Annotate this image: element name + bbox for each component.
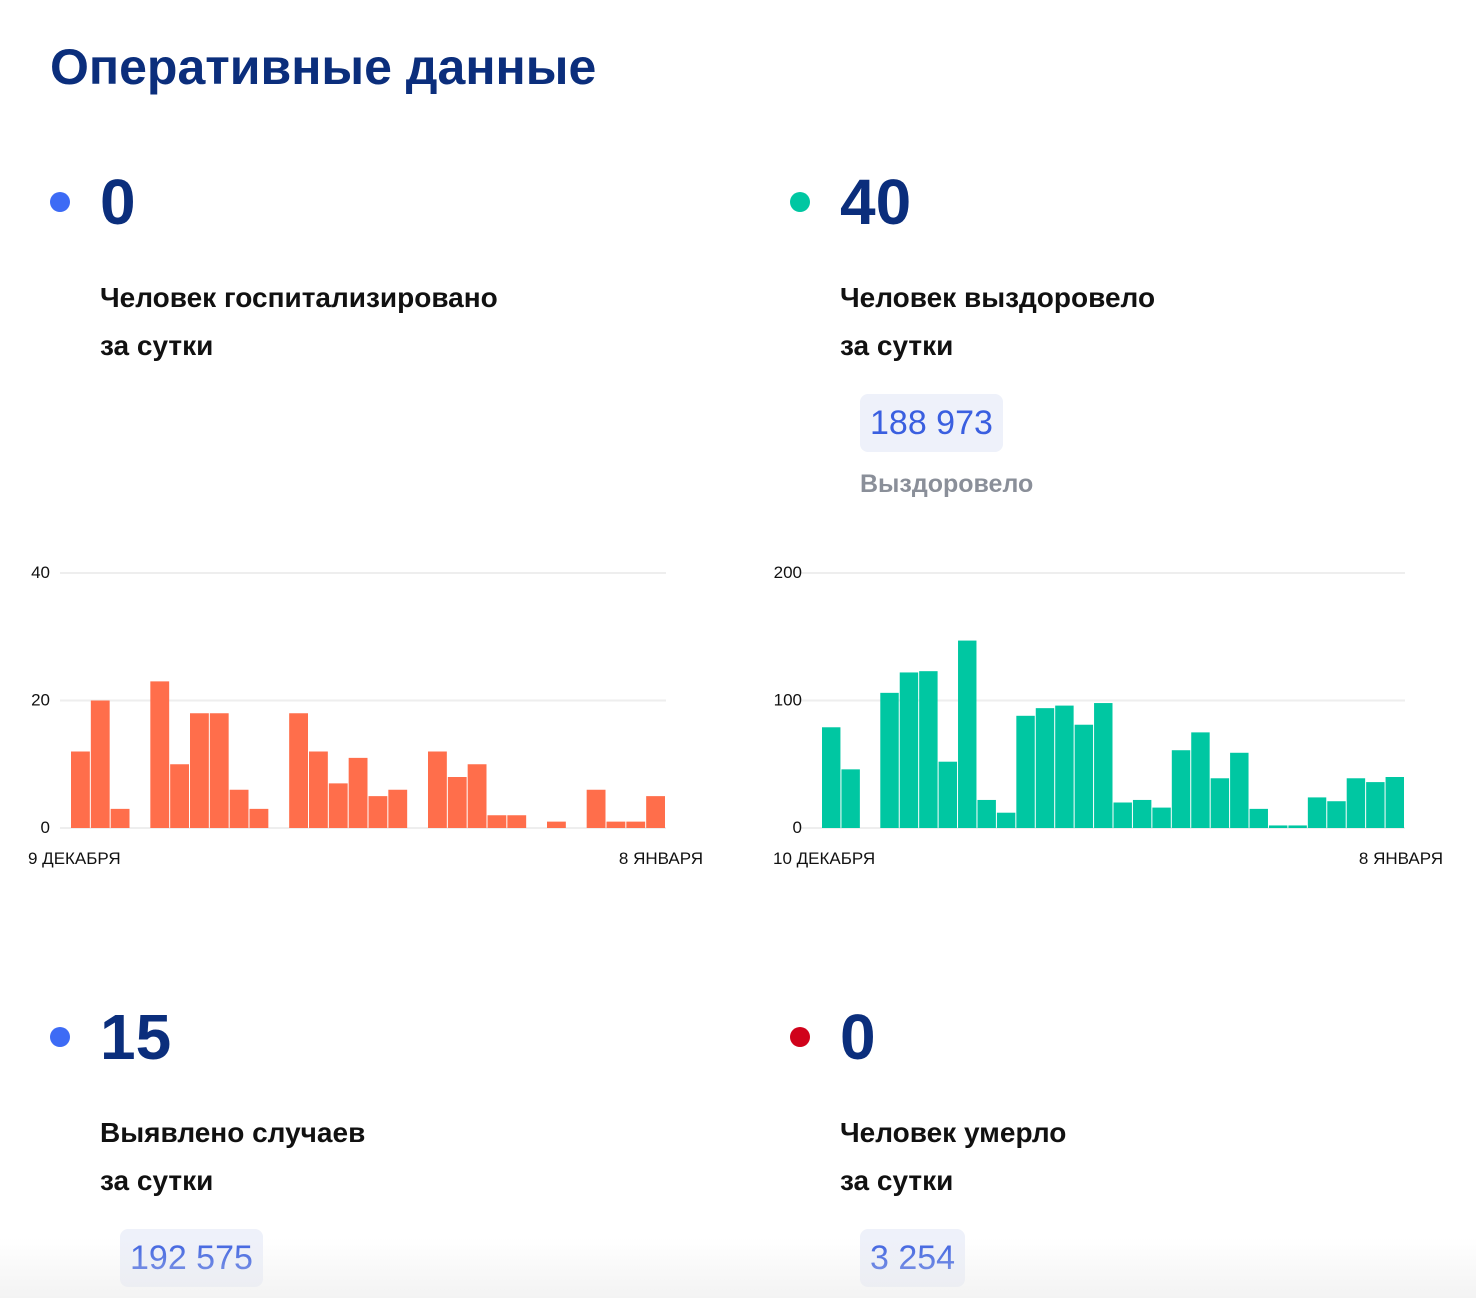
bar[interactable]: [467, 764, 487, 828]
label-line: Человек умерло: [840, 1117, 1067, 1148]
bar[interactable]: [1171, 750, 1191, 828]
hospitalized-label: Человек госпитализировано за сутки: [100, 274, 660, 370]
bar[interactable]: [606, 821, 626, 828]
bar[interactable]: [289, 713, 308, 828]
y-tick-label: 100: [774, 691, 802, 710]
bar[interactable]: [348, 757, 368, 828]
bar[interactable]: [110, 808, 130, 828]
bar[interactable]: [626, 821, 646, 828]
recovered-total-label: Выздоровело: [860, 470, 1034, 498]
bar[interactable]: [1268, 825, 1288, 828]
bar[interactable]: [90, 700, 110, 829]
y-tick-label: 40: [31, 563, 50, 582]
bar[interactable]: [996, 812, 1016, 828]
label-line: Выявлено случаев: [100, 1117, 366, 1148]
blue-dot-icon: [50, 192, 70, 212]
bar[interactable]: [1113, 802, 1132, 829]
bar[interactable]: [190, 713, 209, 828]
label-line: за сутки: [840, 330, 954, 361]
bar[interactable]: [249, 808, 269, 828]
recovered-label: Человек выздоровело за сутки: [840, 274, 1400, 370]
deaths-value: 0: [840, 1001, 876, 1073]
hospitalized-card: 0 Человек госпитализировано за сутки: [50, 170, 710, 470]
bar[interactable]: [841, 769, 860, 828]
bar[interactable]: [388, 789, 408, 828]
bar[interactable]: [428, 751, 447, 829]
x-start-label: 10 ДЕКАБРЯ: [773, 849, 875, 868]
deaths-label: Человек умерло за сутки: [840, 1109, 1400, 1205]
bar[interactable]: [1366, 782, 1385, 828]
cases-value: 15: [100, 1001, 172, 1073]
bar[interactable]: [1035, 708, 1055, 828]
bar[interactable]: [899, 672, 919, 828]
label-line: за сутки: [840, 1165, 954, 1196]
hospitalized-chart: 0 20 40 9 ДЕКАБРЯ 8 ЯНВАРЯ: [20, 560, 710, 880]
bar[interactable]: [1307, 797, 1327, 828]
bar[interactable]: [309, 751, 328, 829]
blue-dot-icon: [50, 1027, 70, 1047]
deaths-card: 0 Человек умерло за сутки 3 254: [790, 1005, 1450, 1305]
x-end-label: 8 ЯНВАРЯ: [619, 849, 703, 868]
x-end-label: 8 ЯНВАРЯ: [1359, 849, 1443, 868]
bar[interactable]: [170, 764, 189, 828]
bar[interactable]: [229, 789, 249, 828]
bar[interactable]: [1094, 703, 1113, 828]
deaths-total: 3 254: [860, 1229, 966, 1287]
bar[interactable]: [487, 815, 507, 828]
green-dot-icon: [790, 192, 810, 212]
bar[interactable]: [71, 751, 90, 829]
recovered-card: 40 Человек выздоровело за сутки 188 973 В…: [790, 170, 1450, 510]
bar[interactable]: [547, 821, 566, 828]
recovered-value: 40: [840, 166, 912, 238]
bar[interactable]: [1152, 807, 1171, 828]
bar[interactable]: [646, 796, 665, 828]
bar[interactable]: [150, 681, 170, 828]
bar[interactable]: [938, 761, 958, 828]
bar[interactable]: [447, 777, 467, 828]
red-dot-icon: [790, 1027, 810, 1047]
page-title: Оперативные данные: [50, 39, 597, 95]
bar[interactable]: [1132, 799, 1152, 828]
bar[interactable]: [1191, 732, 1210, 828]
y-tick-label: 200: [774, 563, 802, 582]
bar[interactable]: [822, 727, 841, 828]
bar[interactable]: [919, 671, 938, 828]
label-line: за сутки: [100, 1165, 214, 1196]
bar[interactable]: [958, 640, 977, 828]
recovered-total: 188 973: [860, 394, 1003, 452]
bar[interactable]: [1055, 705, 1074, 828]
cases-card: 15 Выявлено случаев за сутки 192 575: [50, 1005, 710, 1305]
bar[interactable]: [209, 713, 229, 828]
bar[interactable]: [368, 796, 388, 828]
bar[interactable]: [1230, 752, 1249, 828]
label-line: Человек госпитализировано: [100, 282, 498, 313]
bar[interactable]: [1016, 715, 1035, 828]
bar[interactable]: [1210, 778, 1230, 828]
cases-label: Выявлено случаев за сутки: [100, 1109, 660, 1205]
y-tick-label: 0: [41, 818, 50, 837]
label-line: Человек выздоровело: [840, 282, 1156, 313]
bar[interactable]: [1288, 825, 1307, 828]
recovered-chart: 0 100 200 10 ДЕКАБРЯ 8 ЯНВАРЯ: [760, 560, 1450, 880]
bar[interactable]: [1327, 801, 1346, 828]
y-tick-label: 0: [793, 818, 802, 837]
bar[interactable]: [880, 692, 899, 828]
bar[interactable]: [1385, 777, 1404, 828]
y-tick-label: 20: [31, 691, 50, 710]
bar[interactable]: [328, 783, 348, 828]
bar[interactable]: [507, 815, 527, 828]
hospitalized-value: 0: [100, 166, 136, 238]
label-line: за сутки: [100, 330, 214, 361]
bar[interactable]: [1346, 778, 1366, 828]
cases-total: 192 575: [120, 1229, 263, 1287]
bar[interactable]: [586, 789, 606, 828]
x-start-label: 9 ДЕКАБРЯ: [28, 849, 121, 868]
bar[interactable]: [1249, 808, 1268, 828]
bar[interactable]: [977, 799, 996, 828]
bar[interactable]: [1074, 724, 1094, 828]
